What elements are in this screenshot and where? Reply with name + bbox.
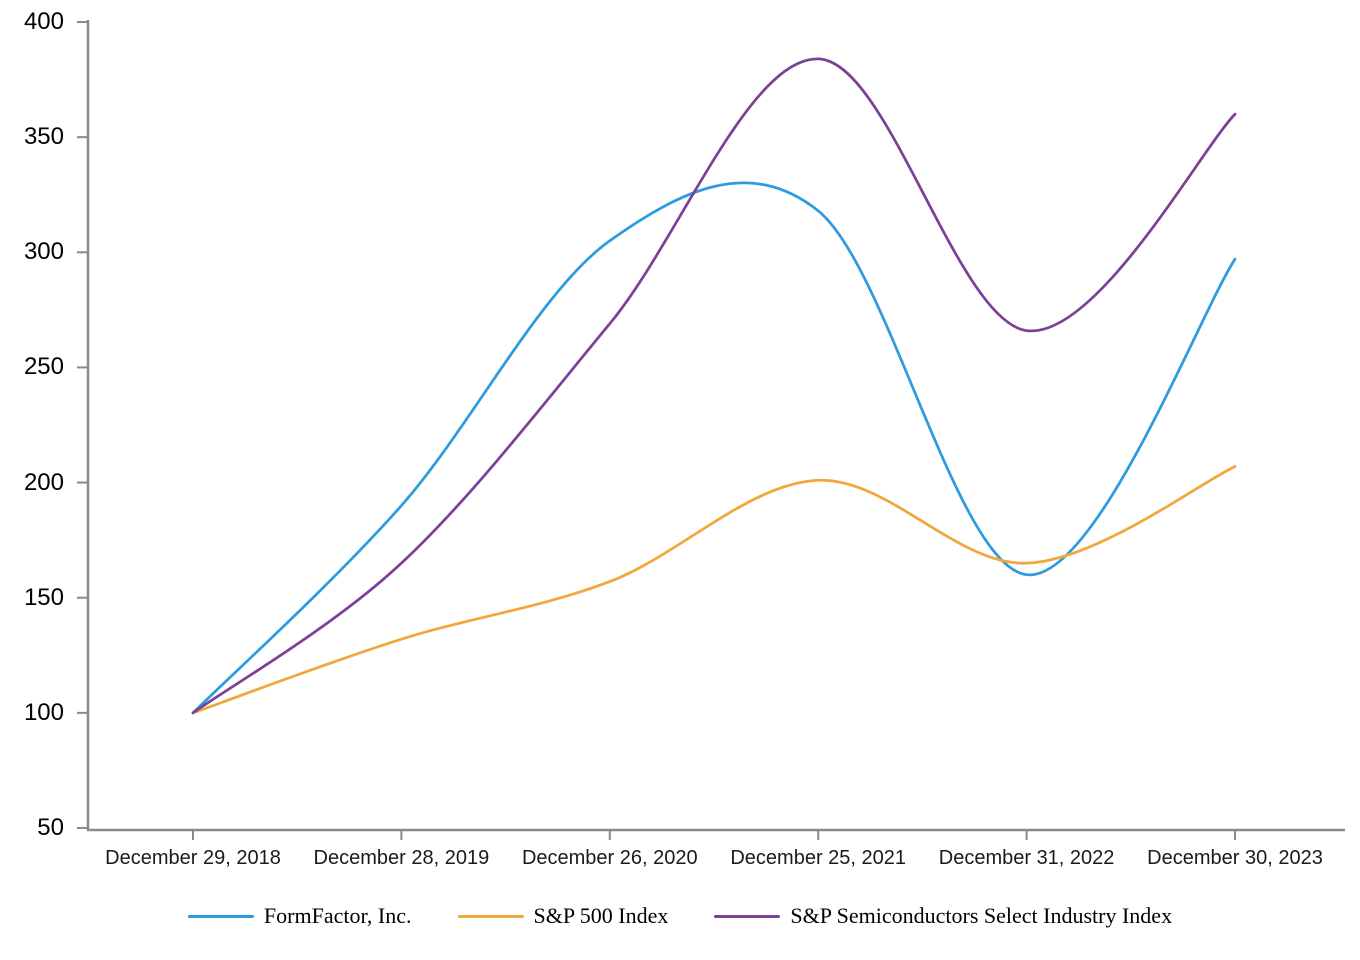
x-tick-label: December 30, 2023 — [1147, 847, 1323, 869]
y-tick-label: 100 — [23, 698, 64, 726]
x-tick-label: December 31, 2022 — [938, 847, 1115, 869]
legend-swatch-icon — [457, 914, 524, 918]
y-tick-label: 400 — [23, 8, 64, 35]
y-tick-label: 50 — [37, 814, 64, 841]
legend-label: S&P 500 Index — [533, 903, 669, 928]
x-tick-label: December 25, 2021 — [730, 847, 907, 869]
y-tick-label: 250 — [23, 353, 64, 381]
legend: FormFactor, Inc. S&P 500 Index S&P Semicon… — [0, 903, 1360, 929]
legend-swatch-icon — [714, 914, 781, 918]
series-line-1 — [191, 465, 1237, 715]
legend-item-1: S&P 500 Index — [457, 903, 669, 929]
legend-label: S&P Semiconductors Select Industry Index — [790, 903, 1173, 928]
y-tick-label: 150 — [23, 583, 64, 611]
legend-item-2: S&P Semiconductors Select Industry Index — [714, 903, 1172, 929]
x-tick-label: December 28, 2019 — [313, 847, 490, 869]
x-tick-label: December 26, 2020 — [521, 847, 698, 869]
y-tick-label: 200 — [23, 468, 64, 496]
series-line-2 — [191, 57, 1237, 715]
y-tick-label: 350 — [23, 123, 64, 151]
series-line-0 — [191, 181, 1237, 715]
x-tick-label: December 29, 2018 — [105, 847, 281, 869]
legend-item-0: FormFactor, Inc. — [187, 903, 412, 929]
legend-swatch-icon — [187, 914, 254, 918]
y-tick-label: 300 — [23, 238, 64, 266]
legend-label: FormFactor, Inc. — [263, 903, 412, 928]
